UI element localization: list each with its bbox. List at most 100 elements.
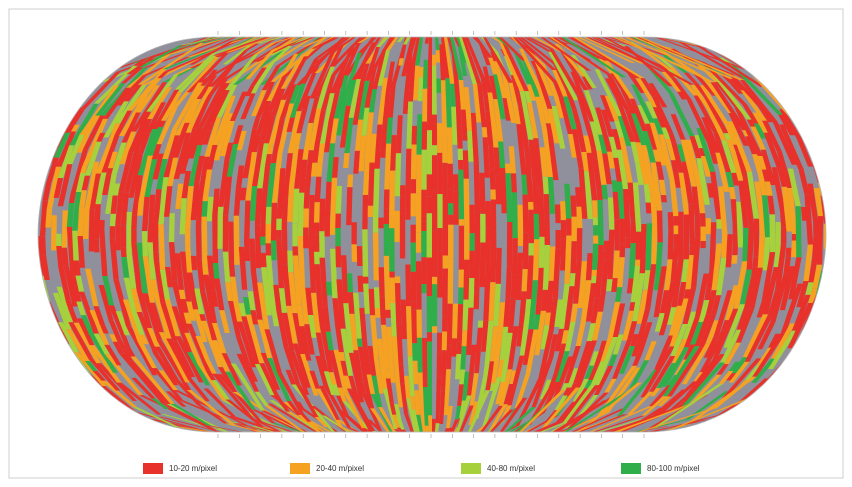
coverage-stripe: [462, 330, 468, 346]
coverage-stripe: [389, 171, 395, 217]
coverage-stripe: [458, 160, 463, 170]
legend-swatch: [143, 463, 163, 474]
coverage-stripe: [463, 151, 469, 179]
coverage-stripe: [437, 123, 442, 153]
coverage-stripe: [673, 216, 679, 226]
coverage-stripe: [169, 213, 175, 242]
coverage-stripe: [577, 228, 583, 261]
coverage-stripe: [303, 209, 309, 228]
coverage-stripe: [115, 224, 121, 250]
coverage-stripe: [442, 332, 447, 351]
coverage-stripe: [631, 221, 637, 243]
coverage-stripe: [405, 171, 411, 220]
coverage-stripe: [458, 170, 464, 220]
coverage-stripe: [437, 194, 442, 228]
coverage-stripe: [389, 272, 394, 278]
coverage-stripe: [421, 221, 426, 231]
coverage-stripe: [326, 282, 332, 296]
coverage-stripe: [437, 251, 443, 298]
coverage-stripe: [775, 222, 781, 255]
coverage-stripe: [480, 214, 486, 243]
coverage-stripe: [458, 288, 464, 305]
coverage-stripe: [561, 211, 567, 220]
coverage-stripe: [202, 266, 208, 275]
coverage-stripe: [234, 216, 240, 265]
coverage-stripe: [352, 222, 357, 244]
coverage-stripe: [474, 291, 480, 309]
coverage-stripe: [335, 246, 341, 267]
coverage-stripe: [544, 194, 550, 245]
coverage-stripe: [597, 200, 603, 245]
coverage-stripe: [701, 227, 706, 241]
coverage-stripe: [292, 246, 298, 255]
coverage-stripe: [304, 195, 310, 209]
coverage-stripe: [614, 219, 619, 250]
coverage-stripe: [352, 244, 358, 262]
coverage-stripe: [529, 243, 535, 255]
coverage-stripe: [448, 190, 454, 203]
coverage-stripe: [700, 213, 706, 226]
coverage-stripe: [448, 258, 454, 304]
coverage-stripe: [432, 66, 437, 115]
coverage-stripe: [432, 55, 436, 66]
coverage-stripe: [56, 234, 62, 246]
coverage-stripe: [468, 278, 474, 308]
coverage-stripe: [437, 354, 442, 377]
coverage-stripe: [110, 226, 116, 240]
coverage-stripe: [432, 326, 437, 333]
coverage-stripe: [706, 218, 712, 234]
coverage-stripe: [432, 277, 437, 284]
coverage-stripe: [443, 269, 448, 278]
coverage-map: [29, 30, 834, 440]
coverage-stripe: [266, 224, 272, 243]
legend: 10-20 m/pixel20-40 m/pixel40-80 m/pixel8…: [143, 463, 700, 474]
coverage-stripe: [41, 306, 52, 321]
coverage-stripe: [700, 241, 706, 248]
coverage-stripe: [422, 134, 427, 150]
coverage-stripe: [362, 340, 368, 347]
coverage-stripe: [362, 229, 368, 276]
coverage-stripe: [796, 206, 802, 257]
coverage-stripe: [593, 225, 598, 235]
coverage-stripe: [733, 234, 739, 246]
coverage-stripe: [490, 169, 496, 189]
coverage-stripe: [668, 212, 674, 230]
coverage-stripe: [411, 243, 417, 272]
coverage-stripe: [335, 214, 341, 228]
coverage-stripe: [325, 217, 331, 236]
coverage-stripe: [560, 201, 566, 211]
coverage-stripe: [469, 251, 475, 278]
coverage-stripe: [373, 215, 379, 233]
coverage-stripe: [277, 434, 288, 435]
coverage-stripe: [493, 433, 502, 434]
coverage-stripe: [417, 114, 423, 154]
coverage-stripe: [464, 179, 470, 222]
coverage-stripe: [668, 230, 674, 259]
coverage-stripe: [505, 164, 511, 174]
coverage-stripe: [507, 222, 513, 267]
coverage-stripe: [539, 237, 545, 268]
coverage-stripe: [528, 140, 534, 148]
coverage-stripe: [369, 289, 375, 303]
legend-swatch: [290, 463, 310, 474]
coverage-stripe: [223, 216, 229, 252]
coverage-stripe: [443, 256, 448, 269]
coverage-stripe: [534, 214, 540, 239]
coverage-stripe: [319, 231, 325, 257]
coverage-stripe: [593, 218, 599, 226]
coverage-stripe: [390, 278, 396, 303]
coverage-stripe: [302, 432, 318, 434]
coverage-stripe: [469, 205, 475, 233]
coverage-stripe: [218, 433, 240, 434]
coverage-stripe: [432, 284, 437, 326]
coverage-stripe: [678, 212, 684, 261]
coverage-stripe: [357, 246, 363, 266]
coverage-stripe: [427, 66, 432, 87]
coverage-stripe: [292, 224, 297, 247]
coverage-stripe: [395, 276, 400, 283]
coverage-stripe: [620, 219, 626, 244]
coverage-stripe: [202, 201, 208, 216]
coverage-stripe: [566, 219, 572, 236]
coverage-stripe: [592, 200, 598, 217]
coverage-stripe: [330, 226, 335, 235]
